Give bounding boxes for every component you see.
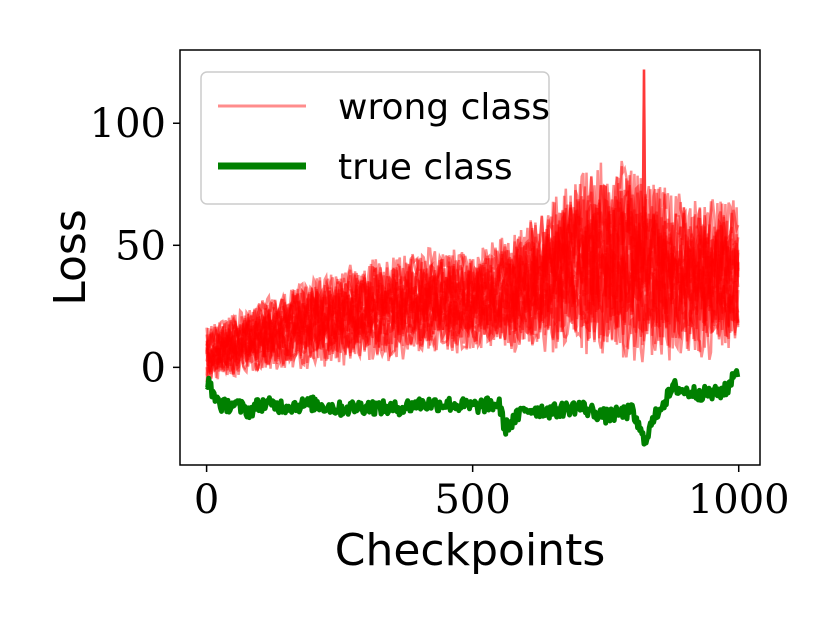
wrong-class-line-19 [205,160,740,351]
wrong-class-peak [641,69,647,282]
plot-area-frame [179,49,761,466]
ticks-layer: 0 500 1000 0 50 100 [90,101,790,523]
x-tick-label: 0 [194,477,219,523]
wrong-class-line-3 [205,257,740,377]
y-axis-label: Loss [45,209,96,306]
wrong-class-line-4 [205,246,740,375]
wrong-class-line-14 [205,190,740,359]
x-tick-label: 500 [434,477,510,523]
wrong-class-line-18 [205,166,740,354]
y-tick-label: 100 [90,101,166,147]
legend-label-true-class: true class [338,147,513,188]
wrong-class-line-0 [205,274,740,379]
legend-box [200,71,550,205]
wrong-class-line-8 [205,224,739,368]
legend-label-wrong-class: wrong class [338,87,550,128]
wrong-class-line-12 [205,198,740,364]
x-axis-label: Checkpoints [335,525,606,576]
wrong-class-line-7 [205,69,740,372]
wrong-class-line-1 [205,261,740,383]
wrong-class-line-9 [206,219,740,368]
wrong-class-line-5 [205,242,740,376]
wrong-class-line-13 [205,199,740,363]
x-tick-label: 1000 [688,477,790,523]
wrong-class-line-17 [205,175,740,357]
wrong-class-line-11 [205,203,740,364]
y-tick-label: 50 [115,223,166,269]
wrong-class-line-15 [205,180,740,353]
wrong-class-line-10 [205,212,740,367]
wrong-class-line-2 [205,258,740,381]
wrong-class-line-16 [205,173,740,350]
legend: wrong class true class [200,71,550,205]
wrong-class-line-6 [205,236,740,375]
true-class-line [205,368,741,447]
y-tick-label: 0 [141,345,166,391]
series-layer [205,69,741,447]
